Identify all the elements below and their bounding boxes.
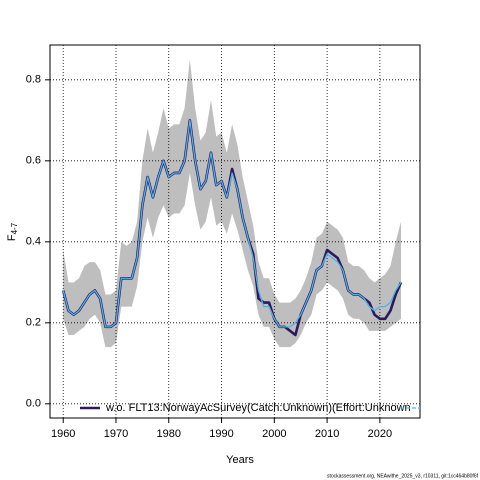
confidence-band xyxy=(63,59,401,348)
y-tick-label: 0.6 xyxy=(26,155,41,167)
y-tick-label: 0.4 xyxy=(26,236,41,248)
y-tick-label: 0.8 xyxy=(26,74,41,86)
y-tick-label: 0.2 xyxy=(26,317,41,329)
series-line xyxy=(62,119,402,328)
y-axis-label-main: F xyxy=(6,234,18,241)
y-axis-label: F4-7 xyxy=(6,222,19,241)
legend-label: w.o. FLT13:NorwayAcSurvey(Catch:Unknown)… xyxy=(105,402,411,414)
x-tick-label: 2020 xyxy=(368,428,392,440)
x-tick-label: 2000 xyxy=(262,428,286,440)
x-tick-label: 2010 xyxy=(315,428,339,440)
x-tick-label: 1960 xyxy=(51,428,75,440)
x-tick-label: 1970 xyxy=(104,428,128,440)
x-axis-label: Years xyxy=(226,454,254,466)
y-axis-label-sub: 4-7 xyxy=(10,222,19,234)
x-tick-label: 1990 xyxy=(209,428,233,440)
plot-frame xyxy=(49,44,421,419)
x-tick-label: 1980 xyxy=(157,428,181,440)
footer: stockassessment.org, NEAwithe_2025_v3, r… xyxy=(327,473,479,479)
y-tick-label: 0.0 xyxy=(26,398,41,410)
